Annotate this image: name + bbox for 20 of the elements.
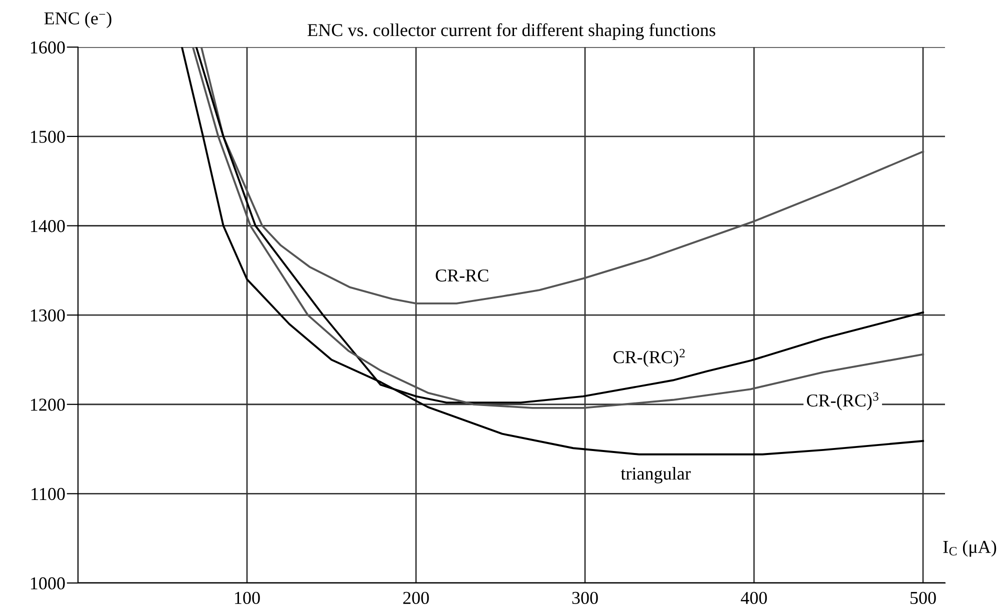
line-series [200, 47, 924, 304]
x-axis-title: I$_{C}$ (μA) [943, 540, 996, 557]
y-tick-label: 1400 [30, 220, 65, 232]
y-tick-label: 1200 [30, 398, 65, 411]
chart-title: ENC vs. collector current for different shaping functions [308, 23, 716, 40]
y-tick-label: 1300 [30, 309, 65, 322]
x-tick-label: 300 [572, 592, 598, 604]
y-tick-label: 1600 [30, 41, 65, 54]
y-tick-label: 1100 [32, 488, 65, 500]
y-tick-label: 1500 [30, 130, 65, 143]
x-tick-label: 100 [235, 592, 260, 604]
series-label: CR-(RC)$^{3}$ [806, 392, 878, 410]
x-tick-label: 500 [910, 592, 936, 604]
series-label: triangular [620, 467, 691, 484]
x-tick-label: 200 [403, 592, 429, 604]
y-tick-label: 1000 [30, 577, 65, 590]
x-tick-label: 400 [740, 592, 767, 604]
series-label: CR-(RC)$^{2}$ [613, 348, 685, 367]
series-label: CR-RC [436, 269, 488, 282]
y-axis-title: ENC (e$^{−}$) [44, 12, 112, 28]
